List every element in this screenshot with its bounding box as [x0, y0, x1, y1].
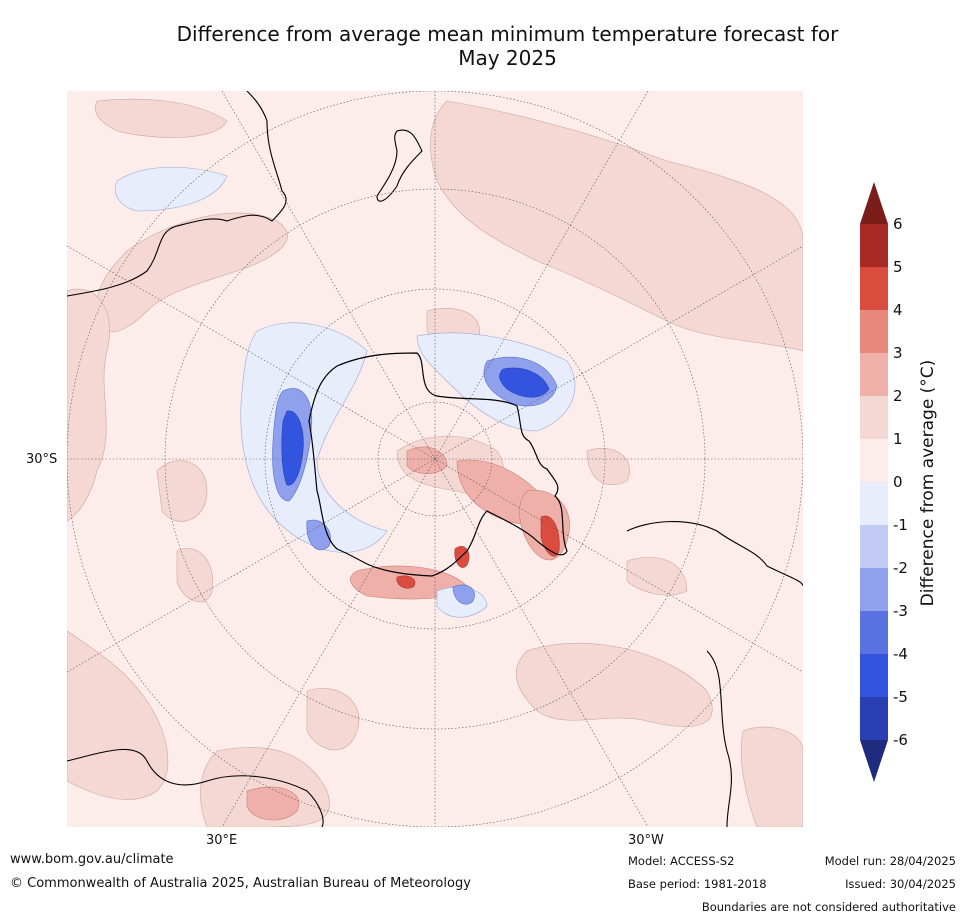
colorbar-band	[860, 224, 888, 267]
graticule	[67, 91, 803, 827]
colorbar-tick-label: 5	[893, 258, 903, 276]
africa-coastline	[67, 748, 324, 827]
colorbar-tick-label: -5	[893, 688, 908, 706]
colorbar-extend-bottom	[860, 740, 888, 782]
longitude-label-30w: 30°W	[628, 833, 664, 848]
cool-anomaly-3-6	[281, 367, 550, 486]
colorbar-tick-label: 2	[893, 387, 903, 405]
colorbar-tick-label: 0	[893, 473, 903, 491]
colorbar-band	[860, 267, 888, 310]
model-run-date: Model run: 28/04/2025	[824, 854, 956, 868]
south-america-coastline	[626, 521, 803, 827]
boundary-disclaimer: Boundaries are not considered authoritat…	[701, 900, 956, 914]
latitude-label: 30°S	[26, 452, 58, 467]
title-line-1: Difference from average mean minimum tem…	[176, 22, 839, 46]
colorbar-tick-label: 3	[893, 344, 903, 362]
polar-temperature-map	[67, 91, 803, 827]
colorbar-band	[860, 568, 888, 611]
colorbar-band	[860, 482, 888, 525]
model-name: Model: ACCESS-S2	[628, 854, 735, 868]
colorbar-tick-label: -2	[893, 559, 908, 577]
copyright-notice: © Commonwealth of Australia 2025, Austra…	[10, 876, 471, 891]
colorbar-band	[860, 439, 888, 482]
issued-date: Issued: 30/04/2025	[845, 877, 956, 891]
map-title: Difference from average mean minimum tem…	[0, 22, 965, 70]
colorbar-tick-label: -1	[893, 516, 908, 534]
australia-coastline	[67, 91, 287, 297]
new-zealand-coastline	[376, 129, 423, 202]
colorbar-band	[860, 611, 888, 654]
base-period: Base period: 1981-2018	[628, 877, 767, 891]
longitude-label-30e: 30°E	[206, 833, 238, 848]
colorbar-band	[860, 310, 888, 353]
antarctica-coastline	[308, 352, 568, 577]
colorbar-band	[860, 654, 888, 697]
colorbar-tick-label: -6	[893, 731, 908, 749]
colorbar-tick-label: 6	[893, 215, 903, 233]
colorbar-tick-label: 1	[893, 430, 903, 448]
colorbar-band	[860, 396, 888, 439]
colorbar-band	[860, 697, 888, 740]
title-line-2: May 2025	[458, 46, 557, 70]
colorbar-tick-label: -4	[893, 645, 908, 663]
colorbar-label: Difference from average (°C)	[918, 359, 938, 607]
colorbar-band	[860, 353, 888, 396]
colorbar-band	[860, 525, 888, 568]
colorbar-tick-label: 4	[893, 301, 903, 319]
colorbar-extend-top	[860, 182, 888, 224]
website-link[interactable]: www.bom.gov.au/climate	[10, 852, 174, 867]
colorbar-tick-label: -3	[893, 602, 908, 620]
